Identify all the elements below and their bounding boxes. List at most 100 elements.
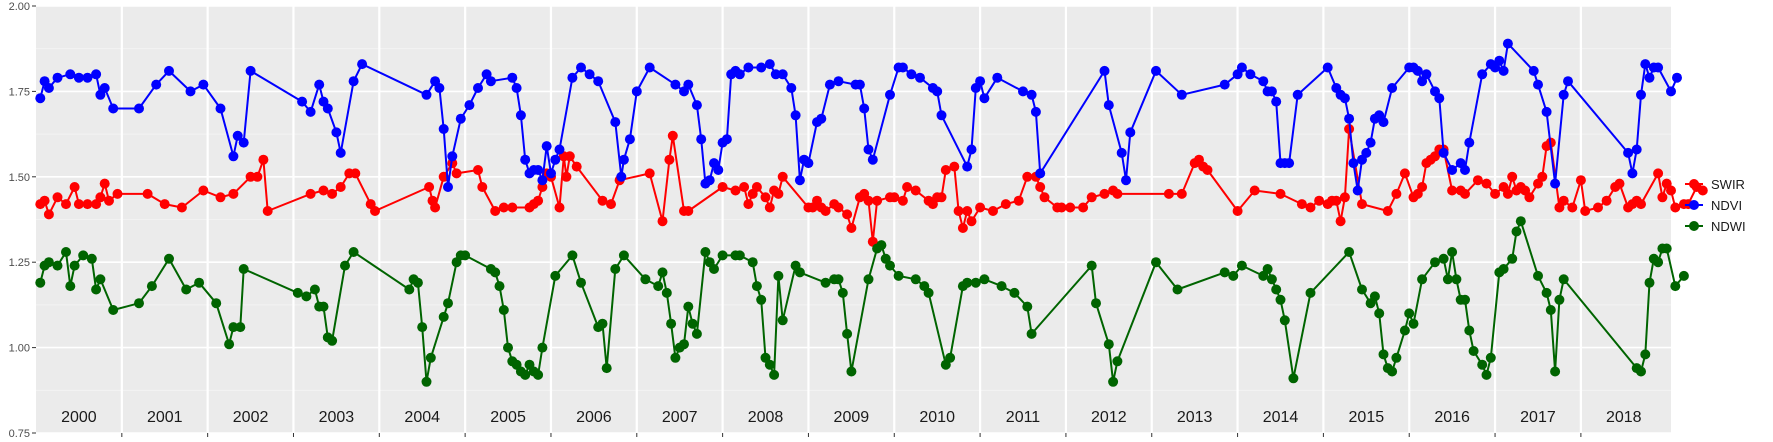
- data-point: [1099, 65, 1110, 76]
- data-point: [902, 182, 913, 192]
- data-point: [238, 264, 249, 274]
- data-point: [1670, 281, 1681, 292]
- data-point: [331, 127, 342, 138]
- data-point: [996, 281, 1007, 292]
- data-point: [43, 209, 54, 220]
- data-point: [1558, 89, 1569, 100]
- data-point: [833, 76, 844, 87]
- data-point: [975, 202, 986, 213]
- data-point: [777, 69, 788, 80]
- legend-item-swir[interactable]: SWIR: [1685, 177, 1745, 192]
- legend-label: SWIR: [1711, 177, 1745, 192]
- data-point: [554, 144, 565, 155]
- data-point: [1000, 199, 1011, 210]
- data-point: [39, 195, 50, 206]
- data-point: [1640, 59, 1651, 70]
- data-point: [872, 195, 883, 206]
- data-point: [1335, 216, 1346, 227]
- data-point: [142, 188, 153, 199]
- legend-key-point: [1689, 179, 1699, 189]
- data-point: [61, 247, 71, 257]
- data-point: [863, 144, 874, 155]
- data-point: [99, 178, 110, 189]
- data-point: [1460, 294, 1470, 305]
- data-point: [1511, 226, 1522, 237]
- data-point: [1387, 366, 1398, 377]
- data-point: [1305, 287, 1316, 298]
- data-point: [485, 76, 496, 87]
- year-label: 2018: [1606, 409, 1642, 426]
- legend-item-ndwi[interactable]: NDWI: [1685, 219, 1746, 234]
- data-point: [1678, 270, 1689, 281]
- data-point: [975, 76, 986, 87]
- data-point: [292, 287, 303, 298]
- data-point: [751, 281, 762, 292]
- data-point: [1391, 352, 1402, 363]
- data-point: [550, 270, 561, 281]
- data-point: [1258, 76, 1269, 87]
- legend[interactable]: SWIR NDVI NDWI: [1685, 177, 1746, 234]
- data-point: [1296, 199, 1307, 210]
- data-point: [1644, 277, 1655, 288]
- data-point: [52, 192, 63, 203]
- data-point: [1339, 192, 1350, 203]
- data-point: [370, 206, 380, 216]
- data-point: [1026, 328, 1037, 339]
- data-point: [1078, 202, 1089, 213]
- data-point: [1666, 185, 1676, 196]
- data-point: [430, 202, 441, 213]
- data-point: [932, 86, 943, 97]
- data-point: [1545, 305, 1556, 315]
- data-point: [1528, 65, 1539, 76]
- data-point: [863, 274, 874, 285]
- data-point: [1447, 247, 1458, 257]
- data-point: [1627, 168, 1638, 179]
- data-point: [1331, 195, 1342, 206]
- data-point: [846, 223, 857, 233]
- data-point: [1357, 284, 1367, 295]
- data-point: [164, 253, 174, 264]
- data-point: [700, 247, 711, 257]
- data-point: [618, 250, 629, 261]
- data-point: [1365, 137, 1376, 148]
- data-point: [1275, 294, 1286, 305]
- data-point: [644, 62, 655, 73]
- data-point: [1151, 65, 1161, 76]
- data-point: [1288, 373, 1299, 384]
- data-point: [533, 165, 544, 175]
- data-point: [1442, 274, 1453, 285]
- data-point: [1292, 89, 1303, 100]
- data-point: [35, 93, 46, 104]
- data-point: [597, 318, 608, 329]
- data-point: [1460, 165, 1470, 175]
- data-point: [988, 206, 998, 216]
- data-point: [327, 188, 338, 199]
- data-point: [176, 202, 187, 213]
- data-point: [1022, 171, 1033, 182]
- data-point: [232, 130, 243, 141]
- data-point: [1374, 308, 1385, 319]
- data-point: [756, 62, 767, 73]
- data-point: [616, 171, 627, 182]
- data-point: [198, 79, 209, 90]
- year-label: 2010: [919, 409, 955, 426]
- data-point: [1116, 147, 1127, 158]
- data-point: [301, 291, 312, 302]
- data-point: [1279, 315, 1290, 326]
- series-ndvi: [35, 38, 1682, 196]
- data-point: [842, 209, 853, 220]
- legend-label: NDWI: [1711, 219, 1746, 234]
- legend-item-ndvi[interactable]: NDVI: [1685, 198, 1742, 213]
- data-point: [533, 369, 544, 380]
- data-point: [1108, 376, 1119, 387]
- data-point: [820, 277, 831, 288]
- year-label: 2002: [233, 409, 269, 426]
- data-point: [910, 274, 921, 285]
- data-point: [108, 103, 119, 114]
- data-point: [357, 59, 368, 70]
- data-point: [889, 192, 900, 203]
- data-point: [1494, 55, 1505, 66]
- data-point: [897, 195, 908, 206]
- data-point: [915, 72, 925, 83]
- data-point: [760, 192, 771, 203]
